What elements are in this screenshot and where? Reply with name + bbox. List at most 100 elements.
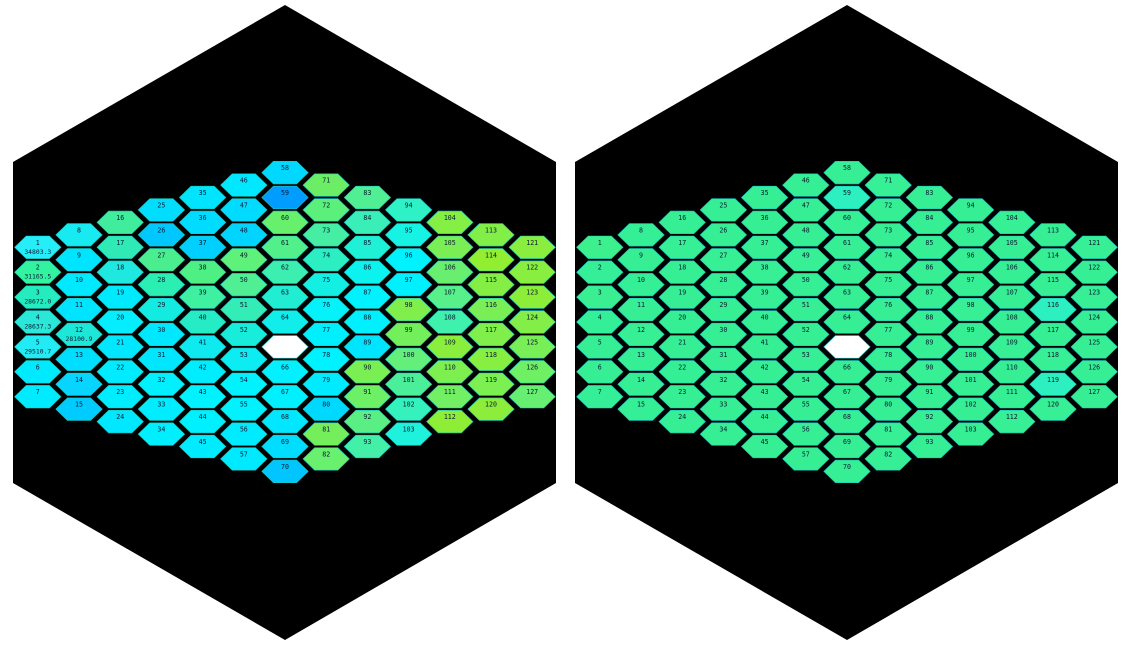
hex-cell-id: 83 [363,189,371,197]
hex-cell-shape [137,347,186,371]
hex-cell-id: 24 [678,413,686,421]
hex-cell-id: 11 [637,301,645,309]
hex-cell-id: 76 [322,301,330,309]
hex-cell-shape [658,210,706,234]
hex-cell-id: 97 [967,276,975,284]
hex-cell: 103 [946,422,995,446]
hex-cell-shape [96,210,144,234]
hex-cell-id: 27 [719,251,727,259]
hex-cell: 11 [55,297,103,322]
hex-cell-shape [782,248,830,272]
hex-cell: 84 [343,210,392,234]
hex-cell: 23 [96,385,144,409]
hex-cell: 56 [220,422,268,446]
hex-cell: 76 [302,297,350,322]
hex-cell-id: 114 [485,251,497,259]
hex-cell-id: 92 [925,413,933,421]
hex-cell: 47 [782,198,830,222]
hex-cell: 105 [988,235,1036,259]
hex-cell-id: 63 [281,289,289,297]
hex-cell: 48 [782,223,830,247]
hex-cell-shape [782,297,830,322]
hex-cell: 23 [658,385,706,409]
hex-cell-id: 28 [719,276,727,284]
hex-cell-id: 105 [444,239,456,247]
hex-cell-id: 48 [802,226,810,234]
hex-cell-id: 95 [405,226,413,234]
hex-cell-id: 10 [637,276,645,284]
hex-cell-id: 39 [199,289,207,297]
hex-cell-shape [508,260,556,284]
hex-cell-id: 42 [761,363,769,371]
hex-cell-id: 48 [240,226,248,234]
hex-cell: 32 [699,372,748,396]
hex-cell: 54 [220,372,268,396]
hex-cell-id: 72 [884,201,892,209]
hex-cell: 79 [864,372,912,396]
hex-cell-id: 14 [75,376,83,384]
hex-cell-id: 33 [719,401,727,409]
hex-cell-shape [699,347,748,371]
hex-cell: 11 [617,297,665,322]
hex-cell-id: 91 [363,388,371,396]
hex-cell: 84 [905,210,954,234]
hex-cell-id: 127 [526,388,538,396]
hex-cell-shape [1029,297,1077,322]
hex-cell-shape [261,360,309,384]
hex-cell: 66 [261,360,309,384]
hex-cell-id: 29 [157,301,165,309]
hex-cell: 124 [508,310,556,334]
hex-cell-shape [137,322,186,347]
hex-cell: 70 [823,459,871,484]
hex-cell-id: 77 [322,326,330,334]
hex-cell-id: 69 [281,438,289,446]
hex-cell: 41 [178,335,227,359]
hex-cell: 9 [617,248,665,272]
hex-cell-shape [864,223,912,247]
hex-cell: 39 [178,285,227,309]
hex-cell: 58 [261,161,309,185]
hex-cell-shape [220,223,268,247]
hex-cell-id: 34 [157,426,165,434]
hex-cell: 126 [508,360,556,384]
hex-cell: 6 [14,360,62,384]
hex-cell: 101 [946,372,995,396]
hex-cell-shape [302,223,350,247]
hex-cell-shape [426,260,474,284]
hex-cell: 53 [782,347,830,371]
hex-cell-shape [137,273,186,297]
hex-cell: 116 [467,297,515,322]
hex-cell-id: 1 [598,239,602,247]
hex-cell: 111 [988,385,1036,409]
hex-cell [261,335,309,359]
hex-cell-id: 2 [598,264,602,272]
hex-cell-id: 13 [75,351,83,359]
hex-cell-id: 122 [1088,264,1100,272]
hex-cell-shape [823,360,871,384]
hex-cell: 31 [699,347,748,371]
hex-cell-id: 104 [444,214,456,222]
hex-cell: 40 [740,310,789,334]
hex-cell: 38 [178,260,227,284]
hex-cell-id: 45 [199,438,207,446]
hex-cell-id: 58 [281,164,289,172]
hex-cell-id: 100 [965,351,977,359]
hex-cell-id: 52 [240,326,248,334]
hex-cell: 35 [178,185,227,210]
hex-cell-shape [864,347,912,371]
hex-cell-shape [384,372,433,396]
hex-cell-id: 96 [967,251,975,259]
hex-cell-id: 9 [77,251,81,259]
hex-cell: 32 [137,372,186,396]
hex-cell-shape [343,285,392,309]
hex-cell: 22 [658,360,706,384]
hex-cell-id: 77 [884,326,892,334]
hex-cell-id: 97 [405,276,413,284]
hex-cell: 123 [1070,285,1118,309]
hex-cell-id: 56 [240,426,248,434]
hex-cell-shape [343,434,392,459]
hex-cell: 76 [864,297,912,322]
hex-cell: 96 [384,248,433,272]
hex-cell: 17 [658,235,706,259]
hex-cell-shape [905,185,954,210]
